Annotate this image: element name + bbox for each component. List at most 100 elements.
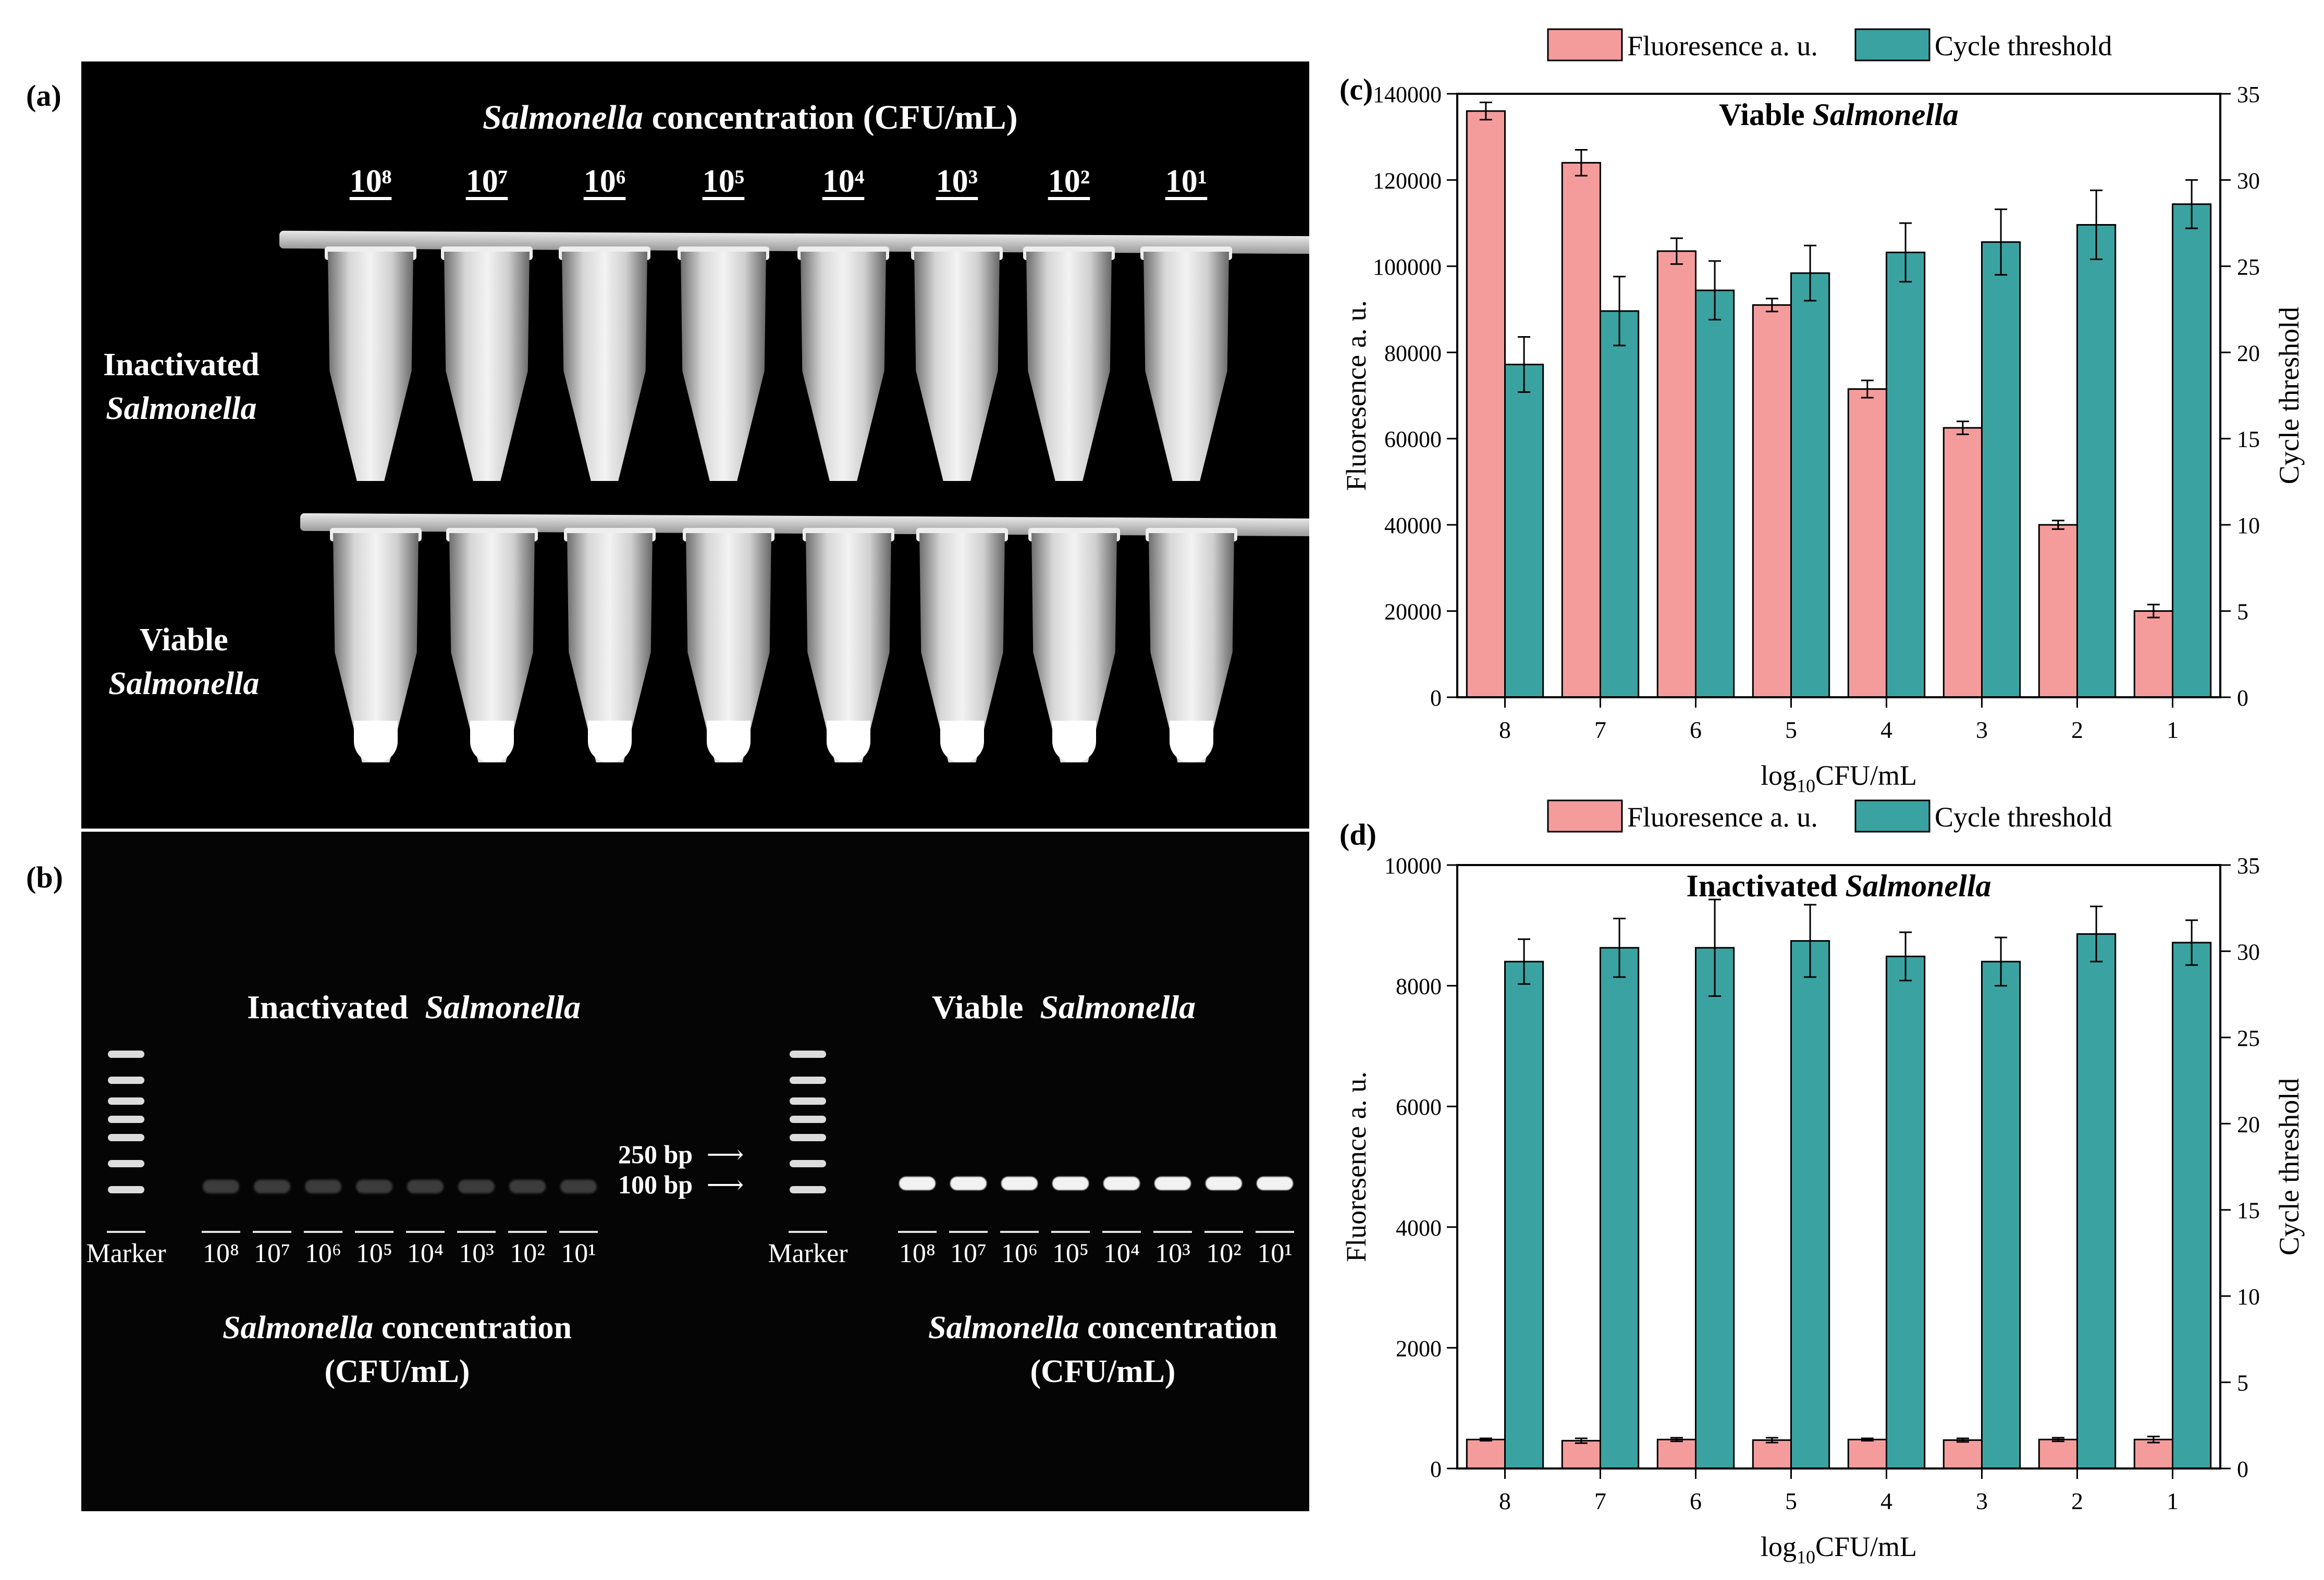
pcr-band [1206, 1177, 1242, 1190]
bar [2133, 1438, 2174, 1470]
x-tick-label: 8 [1499, 717, 1511, 743]
concentration-label: 10⁵ [702, 164, 745, 199]
pcr-band [458, 1180, 495, 1193]
gel-title-right-prefix: Viable [932, 989, 1024, 1026]
lane-underline [949, 1231, 988, 1233]
pcr-band [1001, 1177, 1038, 1190]
bar [1981, 960, 2021, 1470]
y2-tick-label: 35 [2237, 82, 2260, 107]
tube-body [801, 252, 886, 481]
gel-caption-left-rest: concentration [373, 1310, 572, 1346]
bp-250-label: 250 bp ⟶ [618, 1139, 744, 1169]
bar [1847, 388, 1887, 698]
lane-underline [1000, 1231, 1039, 1233]
gel-title-left: Inactivated Salmonella [247, 988, 581, 1027]
x-tick-label: 7 [1594, 717, 1606, 743]
pcr-band [254, 1180, 290, 1193]
tube-liquid [470, 721, 514, 762]
bar [1847, 1438, 1887, 1470]
y2-axis-label: Cycle threshold [2273, 1078, 2305, 1255]
y-tick-label: 10000 [1384, 853, 1442, 879]
x-tick-label: 5 [1785, 1488, 1797, 1514]
bar [1656, 1438, 1696, 1470]
lane-underline [107, 1231, 145, 1233]
lane-underline [1153, 1231, 1192, 1233]
tube-photo-header: Salmonella concentration (CFU/mL) [483, 98, 1018, 138]
chart-title: Inactivated Salmonella [1686, 869, 1991, 903]
y-tick-label: 140000 [1373, 82, 1442, 107]
concentration-label: 10¹ [1165, 164, 1208, 199]
y-tick-label: 40000 [1384, 513, 1442, 538]
viable-tube [330, 528, 422, 778]
y2-axis-label: Cycle threshold [2273, 307, 2305, 484]
viable-tube [446, 528, 538, 778]
lane-label: 10² [1206, 1239, 1241, 1268]
legend-label-fluorescence: Fluoresence a. u. [1627, 30, 1818, 61]
lane-underline [1051, 1231, 1090, 1233]
viable-tube [1146, 528, 1237, 778]
y-tick-label: 6000 [1396, 1094, 1442, 1120]
lane-underline [1204, 1231, 1243, 1233]
y2-tick-label: 0 [2237, 1456, 2248, 1482]
lane-label: 10⁷ [950, 1239, 987, 1268]
bar [1695, 289, 1735, 698]
x-tick-label: 1 [2167, 717, 2179, 743]
panel-label-b: (b) [26, 860, 63, 894]
y2-tick-label: 30 [2237, 939, 2260, 965]
inactivated-salmonella-chart: Fluoresence a. u. Cycle threshold 8 7 6 5 4 3 2 1… [1341, 799, 2305, 1567]
inactivated-tube [325, 246, 416, 497]
y-tick-label: 100000 [1373, 254, 1442, 280]
tube-liquid [354, 721, 398, 762]
tube-body [328, 252, 413, 481]
lane-underline [559, 1231, 598, 1233]
lane-label: 10⁵ [1052, 1239, 1089, 1268]
plot-frame [1456, 93, 2221, 698]
gel-caption-right: Salmonella concentration (CFU/mL) [900, 1306, 1306, 1393]
bar [2172, 203, 2212, 698]
legend-swatch-fluorescence [1547, 799, 1623, 833]
legend-swatch-fluorescence [1547, 28, 1623, 61]
header-italic: Salmonella [483, 98, 644, 137]
bp-250-text: 250 bp [618, 1140, 693, 1169]
legend-label-cycle-threshold: Cycle threshold [1935, 801, 2112, 833]
y2-tick-label: 25 [2237, 254, 2260, 280]
gel-caption-right-units: (CFU/mL) [1030, 1354, 1176, 1389]
x-tick-label: 2 [2071, 717, 2083, 743]
bar [1752, 304, 1792, 698]
lane-label: 10⁸ [202, 1239, 240, 1268]
y2-tick-label: 20 [2237, 1112, 2260, 1137]
pcr-band [560, 1180, 597, 1193]
pcr-band [1103, 1177, 1140, 1190]
marker-ladder-band [108, 1051, 144, 1058]
bar [1504, 363, 1544, 698]
viable-tube [916, 528, 1008, 778]
lane-label: 10¹ [561, 1239, 596, 1268]
y-tick-label: 20000 [1384, 599, 1442, 625]
marker-ladder-band [108, 1097, 144, 1105]
lane-underline [457, 1231, 496, 1233]
y2-tick-label: 10 [2237, 1284, 2260, 1310]
row-label-viable-line2: Salmonella [108, 666, 260, 701]
marker-ladder-band [108, 1160, 144, 1167]
marker-ladder-band [790, 1077, 826, 1084]
bar [1752, 1439, 1792, 1470]
gel-caption-left-units: (CFU/mL) [324, 1354, 470, 1389]
y-axis-label: Fluoresence a. u. [1341, 300, 1372, 491]
lane-label: 10⁷ [253, 1239, 291, 1268]
tube-body [914, 252, 1000, 481]
marker-ladder-band [108, 1186, 144, 1193]
legend-label-fluorescence: Fluoresence a. u. [1627, 801, 1818, 833]
marker-ladder-band [790, 1134, 826, 1141]
y-tick-label: 60000 [1384, 427, 1442, 452]
bp-100-text: 100 bp [618, 1170, 693, 1199]
y2-tick-label: 35 [2237, 853, 2260, 879]
marker-label: Marker [86, 1239, 166, 1268]
bar [1942, 1439, 1983, 1470]
pcr-band [305, 1180, 341, 1193]
y2-tick-label: 15 [2237, 1198, 2260, 1224]
header-rest: concentration (CFU/mL) [643, 98, 1018, 137]
bar [1561, 162, 1601, 698]
gel-caption-left: Salmonella concentration (CFU/mL) [194, 1306, 600, 1393]
pcr-band [203, 1180, 239, 1193]
row-label-inactivated-line1: Inactivated [103, 347, 260, 382]
